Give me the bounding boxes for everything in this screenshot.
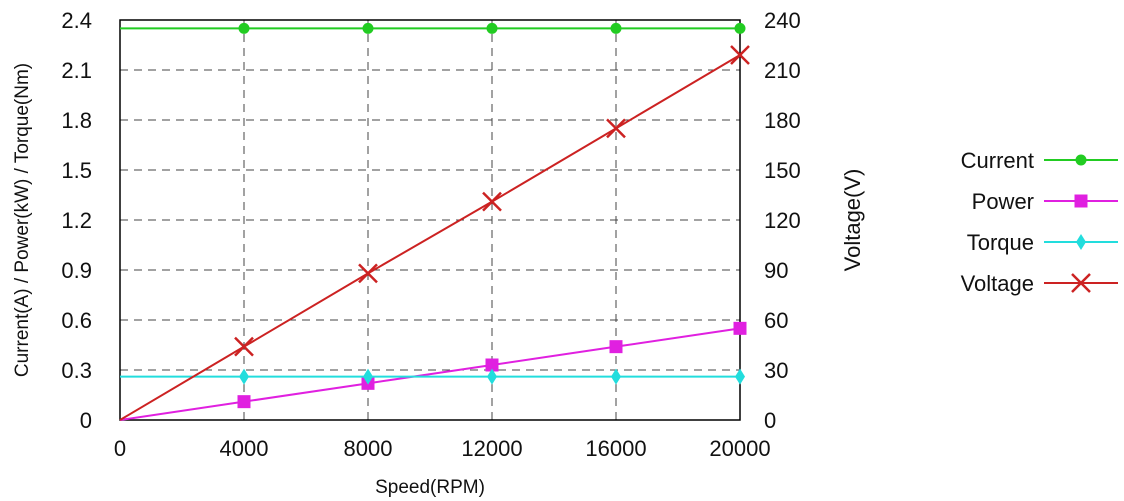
y-tick-label-left: 2.1 — [61, 58, 92, 83]
y-tick-label-right: 30 — [764, 358, 788, 383]
x-tick-label: 4000 — [220, 436, 269, 461]
x-tick-label: 12000 — [461, 436, 522, 461]
voltage-point — [606, 118, 626, 139]
y-tick-label-left: 1.2 — [61, 208, 92, 233]
power-point — [733, 321, 747, 335]
torque-point — [735, 368, 745, 385]
power-point — [485, 358, 499, 372]
y-axis-label-right: Voltage(V) — [840, 169, 865, 272]
grid — [120, 20, 740, 420]
x-tick-label: 0 — [114, 436, 126, 461]
y-tick-label-left: 0.9 — [61, 258, 92, 283]
legend-item-voltage: Voltage — [961, 271, 1118, 296]
torque-point — [487, 368, 497, 385]
legend-item-current: Current — [961, 148, 1118, 173]
x-tick-label: 20000 — [709, 436, 770, 461]
y-tick-label-left: 1.8 — [61, 108, 92, 133]
legend-item-power: Power — [972, 189, 1118, 214]
power-line — [119, 327, 741, 421]
y-tick-label-right: 120 — [764, 208, 801, 233]
legend-label-current: Current — [961, 148, 1034, 173]
legend-marker-power — [1074, 194, 1088, 208]
power-point — [237, 395, 251, 409]
y-tick-label-left: 1.5 — [61, 158, 92, 183]
current-point — [238, 22, 250, 34]
series — [119, 22, 750, 421]
voltage-line — [119, 54, 741, 421]
voltage-point — [730, 45, 750, 65]
y-tick-label-left: 0.6 — [61, 308, 92, 333]
legend-label-torque: Torque — [967, 230, 1034, 255]
torque-point — [611, 368, 621, 385]
y-tick-label-right: 210 — [764, 58, 801, 83]
current-point — [362, 22, 374, 34]
legend-label-power: Power — [972, 189, 1034, 214]
legend: Current Power Torque Voltage — [961, 148, 1118, 296]
current-point — [734, 22, 746, 34]
y-tick-label-left: 0 — [80, 408, 92, 433]
y-tick-label-right: 90 — [764, 258, 788, 283]
voltage-point — [234, 336, 254, 357]
legend-marker-voltage — [1071, 273, 1091, 293]
y-axis-label-left: Current(A) / Power(kW) / Torque(Nm) — [12, 63, 33, 377]
y-tick-label-left: 0.3 — [61, 358, 92, 383]
y-tick-label-left: 2.4 — [61, 8, 92, 33]
y-tick-label-right: 0 — [764, 408, 776, 433]
current-point — [610, 22, 622, 34]
y-tick-label-right: 180 — [764, 108, 801, 133]
legend-label-voltage: Voltage — [961, 271, 1034, 296]
x-axis-label: Speed(RPM) — [375, 477, 485, 498]
y-tick-label-right: 150 — [764, 158, 801, 183]
voltage-point — [482, 191, 502, 212]
plot-area-frame — [119, 19, 741, 421]
torque-point — [239, 368, 249, 385]
power-point — [609, 340, 623, 354]
y-tick-label-right: 60 — [764, 308, 788, 333]
y-tick-label-right: 240 — [764, 8, 801, 33]
x-tick-label: 16000 — [585, 436, 646, 461]
torque-point — [363, 368, 373, 385]
voltage-point — [358, 263, 378, 284]
legend-marker-torque — [1076, 234, 1086, 250]
x-tick-label: 8000 — [344, 436, 393, 461]
legend-marker-current — [1075, 154, 1087, 166]
legend-item-torque: Torque — [967, 230, 1118, 255]
current-point — [486, 22, 498, 34]
